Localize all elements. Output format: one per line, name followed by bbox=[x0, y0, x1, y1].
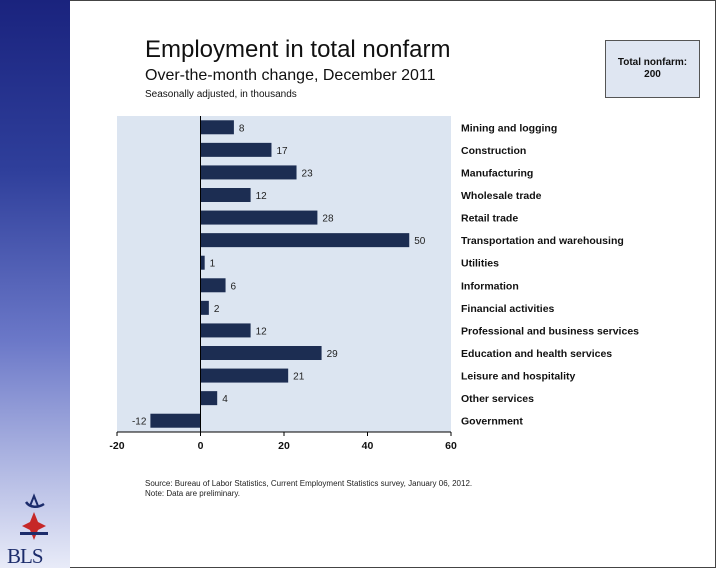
bar bbox=[200, 323, 251, 338]
data-label: 12 bbox=[256, 326, 268, 337]
bar bbox=[200, 255, 205, 270]
category-label: Education and health services bbox=[461, 348, 612, 360]
category-label: Transportation and warehousing bbox=[461, 235, 624, 247]
total-nonfarm-box: Total nonfarm: 200 bbox=[605, 40, 700, 98]
page-title: Employment in total nonfarm bbox=[145, 36, 451, 63]
category-label: Construction bbox=[461, 145, 526, 157]
category-label: Other services bbox=[461, 393, 534, 405]
data-label: 2 bbox=[214, 304, 220, 315]
category-label: Leisure and hospitality bbox=[461, 371, 576, 383]
data-label: 21 bbox=[293, 372, 305, 383]
data-label: 1 bbox=[210, 259, 216, 270]
data-label: 29 bbox=[327, 349, 339, 360]
source-note: Source: Bureau of Labor Statistics, Curr… bbox=[145, 479, 473, 488]
bar bbox=[200, 391, 218, 406]
data-label: -12 bbox=[132, 417, 147, 428]
category-label: Information bbox=[461, 280, 519, 292]
bar bbox=[200, 165, 297, 180]
data-label: 17 bbox=[276, 146, 288, 157]
category-label: Manufacturing bbox=[461, 167, 533, 179]
page-subtitle: Over-the-month change, December 2011 bbox=[145, 67, 436, 84]
bar bbox=[200, 233, 410, 248]
data-label: 28 bbox=[322, 214, 334, 225]
bar bbox=[150, 413, 201, 428]
category-label: Mining and logging bbox=[461, 122, 557, 134]
category-label: Financial activities bbox=[461, 303, 555, 315]
category-label: Professional and business services bbox=[461, 325, 639, 337]
category-label: Wholesale trade bbox=[461, 190, 542, 202]
bar bbox=[200, 278, 226, 293]
units-note: Seasonally adjusted, in thousands bbox=[145, 89, 297, 100]
x-tick-label: 40 bbox=[362, 440, 374, 452]
bar bbox=[200, 142, 272, 157]
bls-star-logo-icon bbox=[20, 493, 48, 540]
data-label: 8 bbox=[239, 123, 245, 134]
data-label: 12 bbox=[256, 191, 268, 202]
bar bbox=[200, 210, 318, 225]
total-nonfarm-label: Total nonfarm: bbox=[617, 57, 688, 68]
total-nonfarm-value: 200 bbox=[644, 69, 661, 80]
x-tick-label: 20 bbox=[278, 440, 290, 452]
plot-area bbox=[117, 116, 451, 432]
data-label: 23 bbox=[302, 168, 314, 179]
sidebar-gradient bbox=[0, 0, 70, 568]
bar bbox=[200, 188, 251, 202]
x-tick-label: 0 bbox=[198, 440, 204, 452]
bar bbox=[200, 300, 209, 315]
category-label: Retail trade bbox=[461, 213, 518, 225]
x-tick-label: -20 bbox=[109, 440, 124, 452]
bar bbox=[200, 346, 322, 360]
data-label: 6 bbox=[231, 281, 237, 292]
x-tick-label: 60 bbox=[445, 440, 457, 452]
category-label: Utilities bbox=[461, 258, 499, 270]
category-label: Government bbox=[461, 416, 523, 428]
logo-text: BLS bbox=[7, 544, 44, 568]
bar bbox=[200, 368, 289, 383]
bar bbox=[200, 120, 234, 135]
data-label: 4 bbox=[222, 394, 228, 405]
preliminary-note: Note: Data are preliminary. bbox=[145, 489, 240, 498]
data-label: 50 bbox=[414, 236, 426, 247]
